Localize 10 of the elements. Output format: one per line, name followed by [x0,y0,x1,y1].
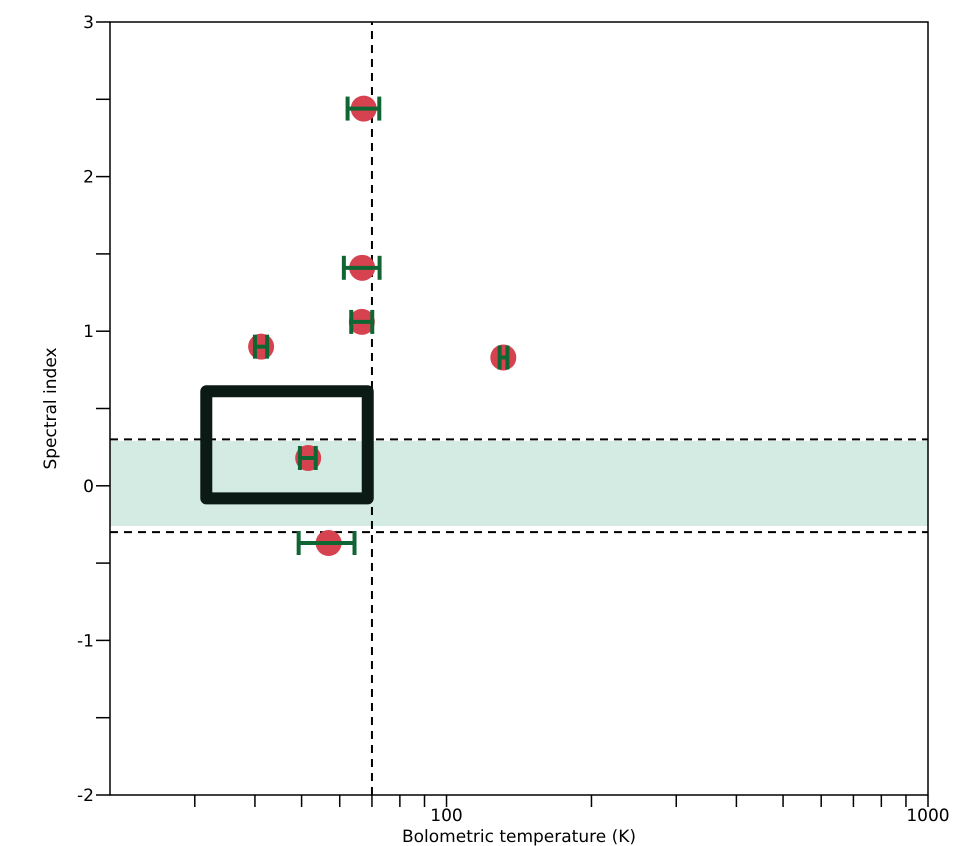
x-tick-label: 1000 [906,806,950,826]
x-tick-label: 100 [430,806,463,826]
y-tick-label: 2 [83,168,94,188]
y-tick-label: 3 [83,13,94,34]
y-tick-label: -1 [77,631,94,652]
y-tick-label: -2 [77,786,94,806]
x-axis-title: Bolometric temperature (K) [402,827,636,846]
y-axis-title: Spectral index [41,347,62,470]
y-tick-label: 0 [83,476,94,497]
y-tick-label: 1 [83,322,94,342]
